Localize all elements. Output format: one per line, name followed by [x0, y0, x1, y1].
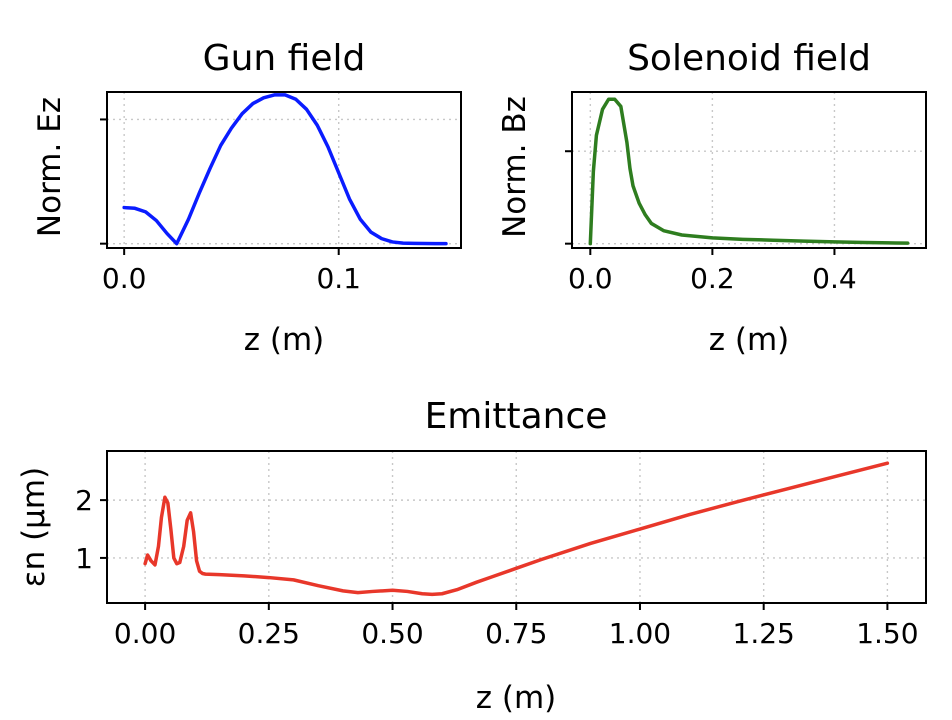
solenoid-field-xtick-label: 0.0	[568, 262, 613, 295]
gun-field-series-line	[122, 93, 448, 246]
gun-field-xlabel: z (m)	[244, 322, 325, 358]
gun-field-ylabel: Norm. Ez	[32, 97, 68, 237]
emittance-xtick-label: 0.50	[361, 617, 423, 650]
solenoid-field-series-line	[588, 97, 910, 246]
emittance-series-line	[143, 461, 890, 597]
emittance-ylabel: εn (μm)	[16, 467, 52, 587]
emittance-title: Emittance	[425, 396, 608, 437]
solenoid-field-ylabel: Norm. Bz	[497, 96, 533, 238]
emittance-xtick-label: 1.25	[733, 617, 795, 650]
emittance-xtick-label: 1.50	[856, 617, 918, 650]
emittance-xtick-label: 0.25	[238, 617, 300, 650]
emittance-xtick-label: 0.75	[485, 617, 547, 650]
solenoid-field-xtick-label: 0.4	[812, 262, 857, 295]
emittance-xtick-label: 1.00	[609, 617, 671, 650]
gun-field-xtick-label: 0.1	[316, 262, 361, 295]
solenoid-field-xlabel: z (m)	[709, 322, 790, 358]
gun-field-panel: Gun field Norm. Ez z (m) 0.0 0.1	[32, 38, 462, 358]
emittance-xlabel: z (m)	[476, 680, 557, 716]
emittance-plot-area: 0.00 0.25 0.50 0.75 1.00 1.25 1.50 1 2	[75, 450, 927, 650]
solenoid-field-title: Solenoid field	[627, 38, 871, 79]
gun-field-xtick-label: 0.0	[102, 262, 147, 295]
emittance-ytick-label: 2	[75, 484, 93, 517]
emittance-panel: Emittance εn (μm) z (m) 0.00 0.25 0.50 0.75…	[16, 396, 927, 716]
solenoid-field-panel: Solenoid field Norm. Bz z (m) 0.0 0.2 0.4	[497, 38, 927, 358]
emittance-ytick-label: 1	[75, 542, 93, 575]
solenoid-field-xtick-label: 0.2	[690, 262, 735, 295]
solenoid-field-axes-frame	[571, 91, 927, 249]
emittance-xtick-label: 0.00	[114, 617, 176, 650]
gun-field-axes-frame	[106, 91, 462, 249]
gun-field-title: Gun field	[203, 38, 366, 79]
gun-field-plot-area: 0.0 0.1	[100, 91, 462, 295]
solenoid-field-plot-area: 0.0 0.2 0.4	[565, 91, 927, 295]
